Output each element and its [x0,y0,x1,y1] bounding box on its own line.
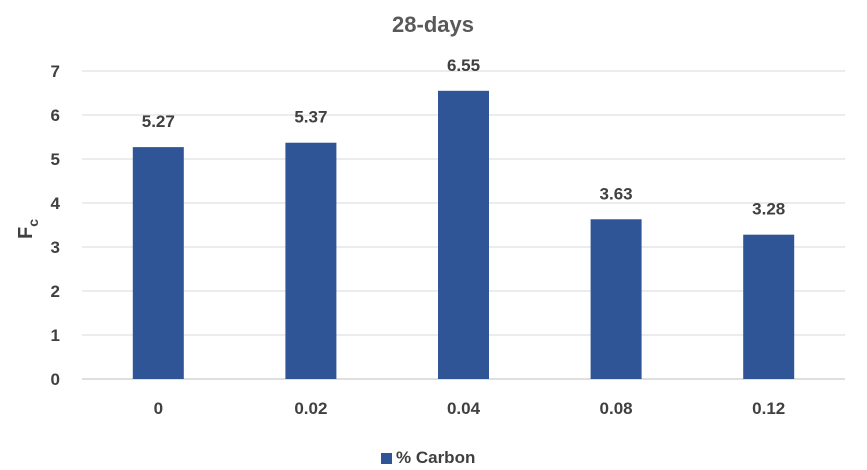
data-label: 5.37 [294,108,327,127]
y-tick-label: 5 [51,150,60,169]
bar [285,142,337,379]
chart-title: 28-days [392,12,474,37]
bar [590,219,642,379]
legend: % Carbon [381,448,475,467]
y-tick-label: 3 [51,238,60,257]
x-axis-ticks: 0 0.02 0.04 0.08 0.12 [154,399,786,418]
bars [132,90,795,380]
y-axis-label-main: F [15,227,37,239]
bar [743,234,795,379]
x-tick-label: 0.12 [752,399,785,418]
x-tick-label: 0 [154,399,163,418]
y-tick-label: 2 [51,282,60,301]
data-labels: 5.27 5.37 6.55 3.63 3.28 [142,56,785,219]
y-tick-label: 4 [51,194,61,213]
x-tick-label: 0.08 [600,399,633,418]
x-tick-label: 0.04 [447,399,481,418]
y-axis-label: Fc [15,219,41,239]
y-tick-label: 6 [51,106,60,125]
y-tick-label: 7 [51,62,60,81]
data-label: 6.55 [447,56,480,75]
y-axis-label-subscript: c [25,219,41,227]
data-label: 5.27 [142,112,175,131]
bar [132,147,184,379]
bar [438,90,489,380]
legend-swatch [381,453,392,464]
x-tick-label: 0.02 [294,399,327,418]
data-label: 3.63 [600,184,633,203]
y-tick-label: 1 [51,326,60,345]
data-label: 3.28 [752,200,785,219]
y-axis-ticks: 0 1 2 3 4 5 6 7 [51,62,61,389]
legend-label: % Carbon [396,448,475,467]
y-tick-label: 0 [51,370,60,389]
